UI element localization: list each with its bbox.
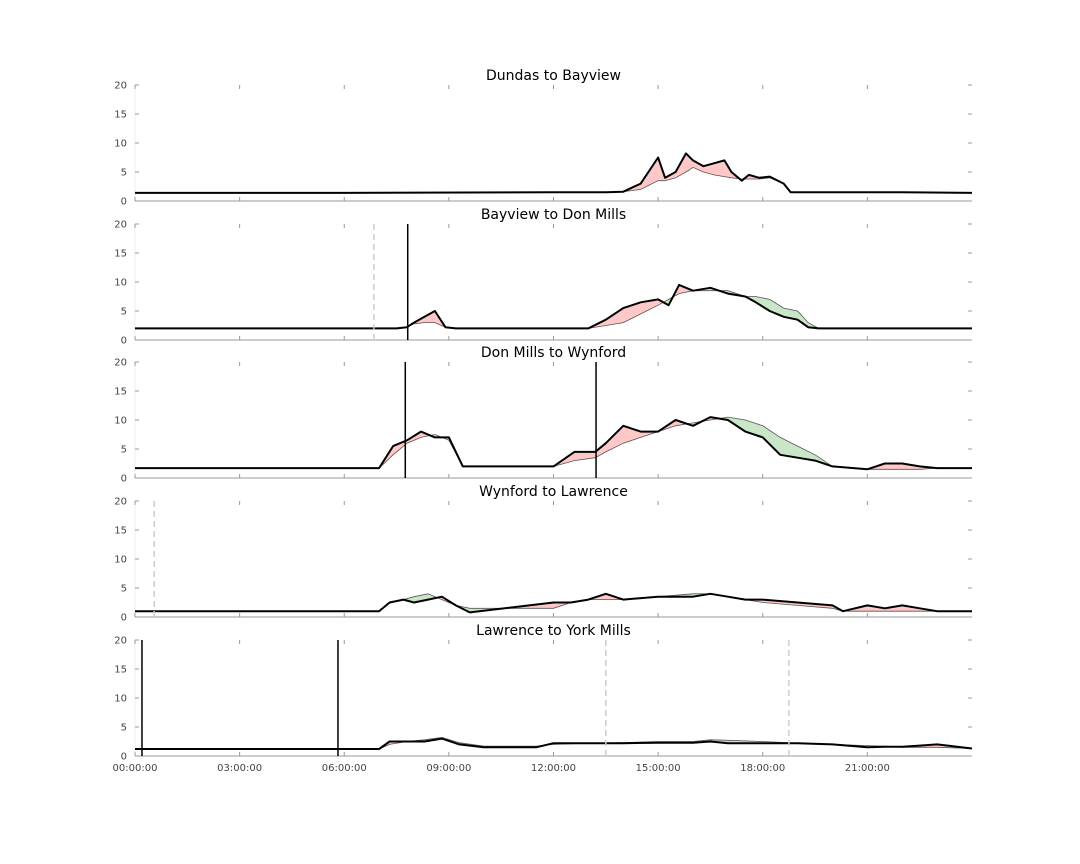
- y-tick-label: 15: [114, 665, 127, 676]
- y-tick-label: 20: [114, 220, 127, 231]
- below-expected-fill: [719, 417, 833, 467]
- panel-4: Wynford to Lawrence 0 5 10 15 20: [114, 484, 972, 624]
- x-tick-label: 00:00:00: [113, 763, 158, 774]
- above-expected-fill: [897, 744, 971, 749]
- above-expected-fill: [553, 425, 659, 467]
- y-tick-label: 0: [121, 613, 127, 624]
- y-tick-label: 0: [121, 336, 127, 347]
- y-tick-label: 10: [114, 555, 127, 566]
- x-tick-labels: 00:00:00 03:00:00 06:00:00 09:00:00 12:00:00…: [113, 763, 890, 774]
- x-tick-label: 06:00:00: [322, 763, 367, 774]
- y-tick-label: 15: [114, 249, 127, 260]
- observed-series-line: [135, 737, 973, 750]
- observed-series-line: [135, 283, 972, 330]
- below-expected-fill: [745, 296, 819, 329]
- y-tick-label: 5: [121, 307, 127, 318]
- y-tick-label: 20: [114, 636, 127, 647]
- y-tick-label: 20: [114, 358, 127, 369]
- x-tick-label: 03:00:00: [217, 763, 262, 774]
- y-tick-label: 5: [121, 584, 127, 595]
- above-expected-fill: [658, 420, 688, 432]
- panel-2: Bayview to Don Mills 0 5 10 15 20: [114, 207, 972, 347]
- y-tick-label: 10: [114, 278, 127, 289]
- above-expected-fill: [588, 593, 624, 600]
- expected-series-line: [135, 166, 973, 194]
- y-tick-label: 10: [114, 139, 127, 150]
- above-expected-fill: [747, 599, 843, 612]
- panel-title: Wynford to Lawrence: [479, 484, 628, 500]
- x-tick-label: 18:00:00: [740, 763, 785, 774]
- panel-3: Don Mills to Wynford 0 5 10 15 20: [114, 345, 972, 485]
- y-tick-label: 10: [114, 694, 127, 705]
- panel-1: Dundas to Bayview 0 5 10 15 20: [114, 68, 973, 208]
- above-expected-fill: [867, 463, 936, 470]
- y-tick-label: 0: [121, 474, 127, 485]
- y-tick-label: 0: [121, 752, 127, 763]
- x-tick-label: 21:00:00: [845, 763, 890, 774]
- expected-series-line: [135, 290, 972, 329]
- y-tick-label: 10: [114, 416, 127, 427]
- y-tick-label: 15: [114, 387, 127, 398]
- y-tick-label: 5: [121, 445, 127, 456]
- expected-series-line: [135, 416, 972, 470]
- x-tick-label: 09:00:00: [426, 763, 471, 774]
- x-tick-label: 15:00:00: [636, 763, 681, 774]
- y-tick-label: 5: [121, 168, 127, 179]
- above-expected-fill: [379, 431, 432, 469]
- below-expected-fill: [403, 593, 439, 603]
- observed-series-line: [135, 152, 973, 194]
- y-tick-label: 15: [114, 526, 127, 537]
- panel-title: Don Mills to Wynford: [481, 345, 626, 361]
- y-tick-label: 15: [114, 110, 127, 121]
- y-tick-label: 5: [121, 723, 127, 734]
- panel-title: Lawrence to York Mills: [476, 623, 631, 639]
- panel-title: Dundas to Bayview: [486, 68, 621, 84]
- above-expected-fill: [379, 741, 406, 749]
- observed-series-line: [135, 416, 972, 471]
- observed-series-line: [135, 592, 972, 614]
- panel-title: Bayview to Don Mills: [481, 207, 626, 223]
- panel-5: Lawrence to York Mills 0 5 10 15 20: [114, 623, 973, 763]
- x-tick-label: 12:00:00: [531, 763, 576, 774]
- above-expected-fill: [588, 299, 664, 329]
- y-tick-label: 20: [114, 81, 127, 92]
- y-tick-label: 0: [121, 197, 127, 208]
- above-expected-fill: [623, 153, 741, 192]
- y-tick-label: 20: [114, 497, 127, 508]
